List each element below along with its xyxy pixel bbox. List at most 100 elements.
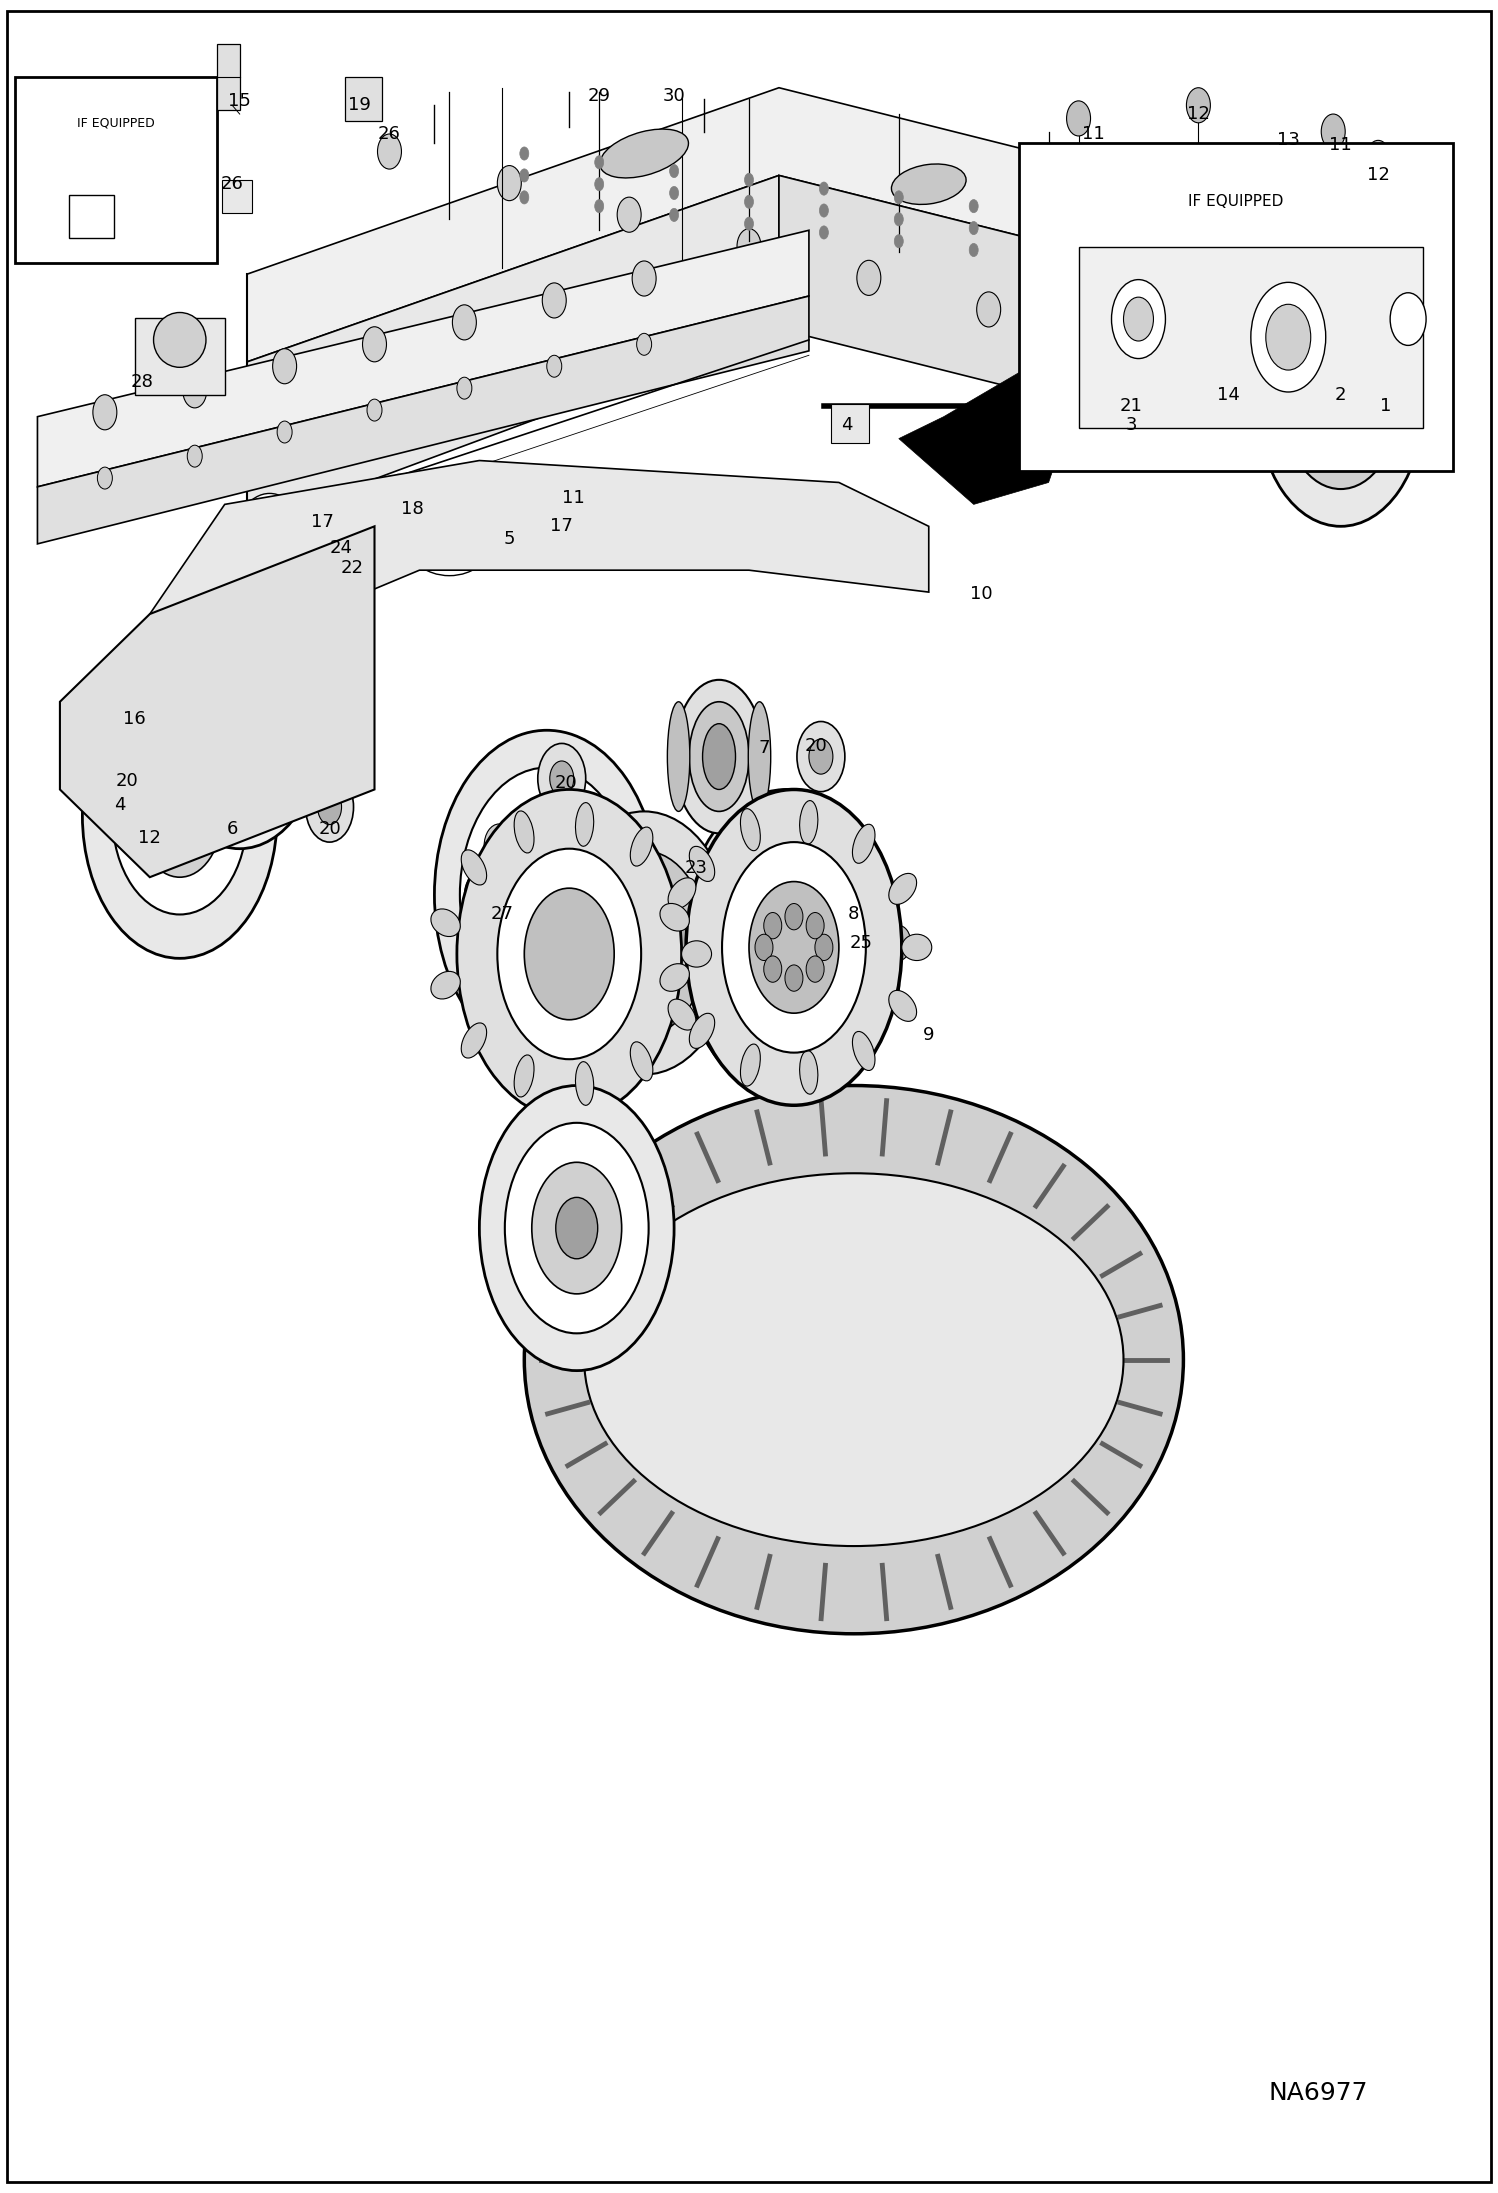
Circle shape [130,754,154,789]
Circle shape [764,912,782,939]
Circle shape [509,840,584,950]
Circle shape [1097,322,1121,360]
Circle shape [670,186,679,200]
Text: 1: 1 [1380,397,1392,414]
Circle shape [673,969,697,1004]
Bar [69,195,114,239]
Text: 20: 20 [318,820,342,838]
Circle shape [363,327,386,362]
Polygon shape [247,175,779,526]
Ellipse shape [689,702,749,811]
Ellipse shape [674,680,764,833]
Circle shape [232,493,307,603]
Ellipse shape [800,800,818,844]
Text: 20: 20 [115,772,139,789]
Circle shape [809,739,833,774]
Circle shape [484,825,514,868]
Circle shape [581,851,707,1035]
Circle shape [674,925,698,961]
Circle shape [670,164,679,178]
Ellipse shape [689,846,715,882]
Circle shape [497,167,521,202]
Circle shape [1124,296,1153,342]
Circle shape [270,774,285,796]
Circle shape [969,200,978,213]
Circle shape [677,1404,701,1439]
Circle shape [595,156,604,169]
Circle shape [1017,1309,1041,1344]
Circle shape [749,882,839,1013]
Circle shape [270,660,285,682]
Polygon shape [779,175,1303,461]
Circle shape [857,261,881,296]
Circle shape [547,355,562,377]
Polygon shape [60,526,374,877]
Circle shape [722,842,866,1053]
Text: 7: 7 [758,739,770,757]
Circle shape [637,333,652,355]
Ellipse shape [682,941,712,967]
Circle shape [195,660,210,682]
Text: 29: 29 [587,88,611,105]
Circle shape [611,888,635,923]
Circle shape [452,305,476,340]
Text: 28: 28 [130,373,154,390]
Circle shape [157,717,172,739]
Ellipse shape [431,908,460,936]
Circle shape [1251,283,1326,393]
Text: 12: 12 [1366,167,1390,184]
Circle shape [1266,305,1311,371]
Circle shape [377,134,401,169]
Bar [222,180,252,213]
Circle shape [538,743,586,814]
Circle shape [207,680,273,776]
Polygon shape [899,373,1079,504]
Text: 2: 2 [1335,386,1347,404]
Ellipse shape [524,1086,1183,1634]
Text: 20: 20 [804,737,828,754]
Circle shape [755,934,773,961]
Polygon shape [247,88,1303,362]
Circle shape [745,173,753,186]
Ellipse shape [668,702,689,811]
Circle shape [595,178,604,191]
Circle shape [114,781,132,807]
Circle shape [722,1456,746,1491]
Circle shape [800,829,824,864]
Ellipse shape [661,904,689,932]
Bar [1019,143,1453,471]
Circle shape [815,934,833,961]
Text: 15: 15 [228,92,252,110]
Text: 12: 12 [1186,105,1210,123]
Ellipse shape [404,500,494,577]
Circle shape [653,888,677,923]
Circle shape [1017,1375,1041,1410]
Bar [135,318,225,395]
Circle shape [1186,88,1210,123]
Circle shape [542,283,566,318]
Circle shape [969,243,978,257]
Text: 23: 23 [685,860,709,877]
Ellipse shape [584,1173,1124,1546]
Circle shape [306,772,354,842]
Circle shape [845,1002,869,1037]
Ellipse shape [748,702,770,811]
Ellipse shape [599,129,689,178]
Text: 11: 11 [562,489,586,507]
Circle shape [550,761,574,796]
Circle shape [987,1252,1011,1287]
Circle shape [932,1476,956,1511]
Text: 30: 30 [662,88,686,105]
Circle shape [861,1496,885,1531]
Circle shape [764,956,782,982]
Circle shape [595,200,604,213]
Bar [551,504,581,537]
Circle shape [745,217,753,230]
Text: 27: 27 [490,906,514,923]
Circle shape [861,1189,885,1224]
Circle shape [491,511,527,564]
Ellipse shape [888,991,917,1022]
Circle shape [556,1197,598,1259]
Circle shape [653,963,677,998]
Circle shape [1067,101,1091,136]
